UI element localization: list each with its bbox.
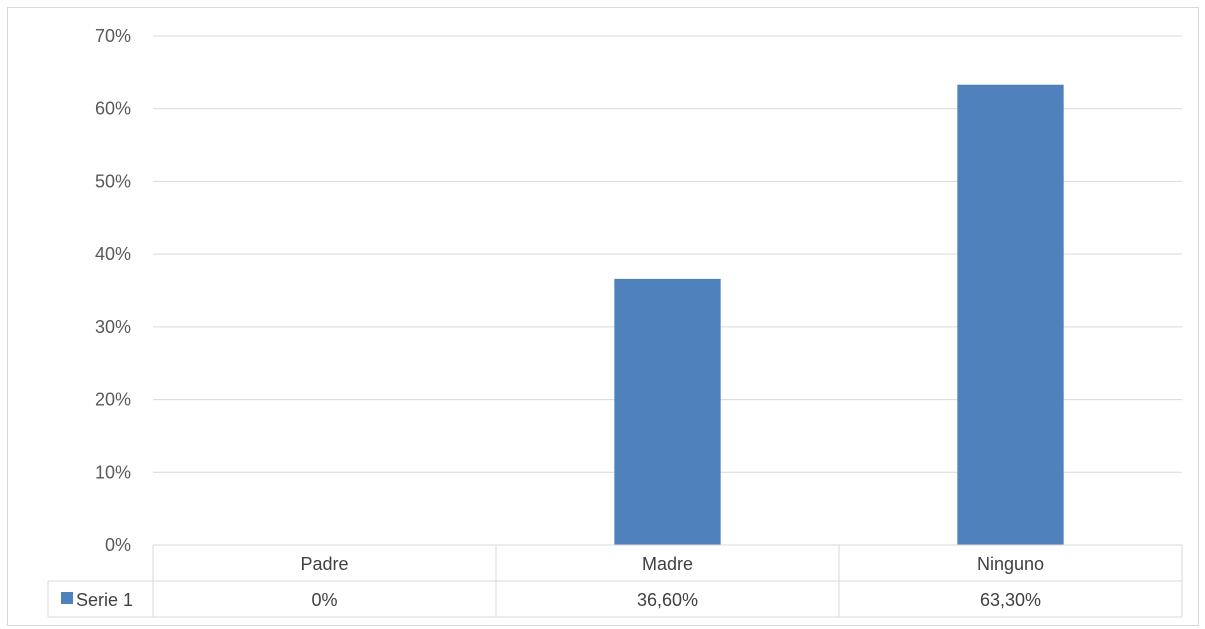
category-label: Madre [642, 554, 693, 574]
category-label: Ninguno [977, 554, 1044, 574]
y-tick-label: 60% [95, 99, 131, 119]
y-tick-label: 70% [95, 26, 131, 46]
y-tick-label: 0% [105, 535, 131, 555]
legend-label: Serie 1 [76, 590, 133, 610]
bar-ninguno [957, 84, 1064, 546]
category-label: Padre [300, 554, 348, 574]
data-value-label: 36,60% [637, 590, 698, 610]
y-tick-label: 50% [95, 171, 131, 191]
legend-swatch [61, 592, 73, 604]
data-value-label: 0% [311, 590, 337, 610]
y-tick-label: 20% [95, 390, 131, 410]
data-value-label: 63,30% [980, 590, 1041, 610]
y-tick-label: 40% [95, 244, 131, 264]
y-tick-label: 10% [95, 462, 131, 482]
y-tick-label: 30% [95, 317, 131, 337]
bar-madre [614, 278, 721, 545]
